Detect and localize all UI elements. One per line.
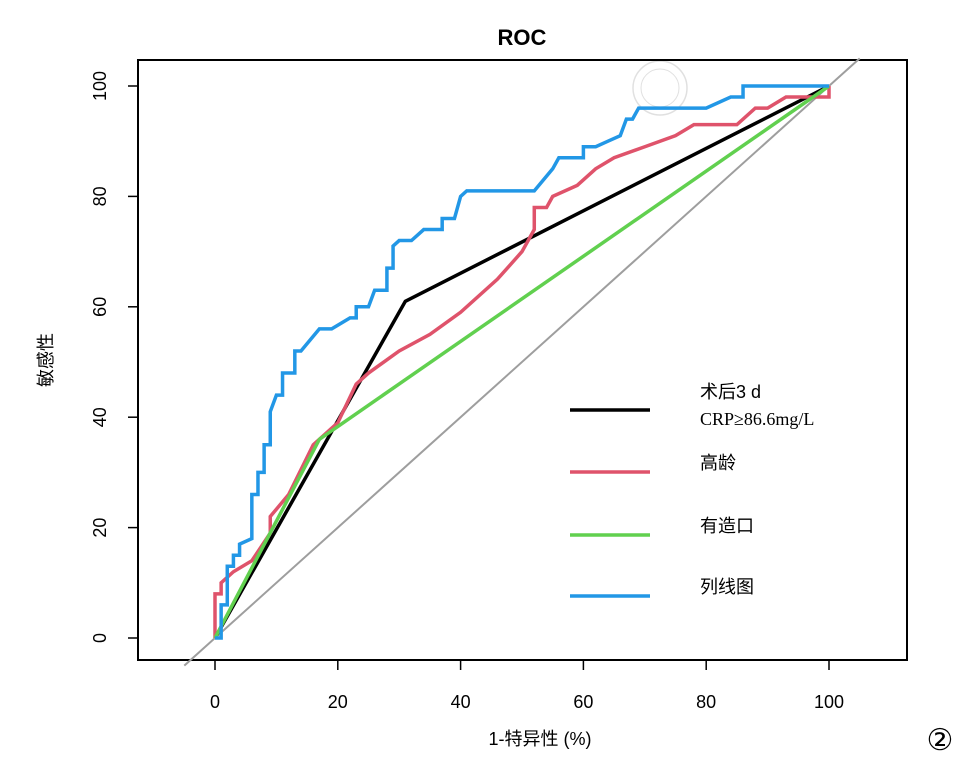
y-tick-label: 20 (90, 518, 110, 538)
x-tick-label: 60 (573, 692, 593, 712)
x-tick-label: 20 (328, 692, 348, 712)
reference-diagonal-line (183, 57, 861, 667)
legend-label: 有造口 (700, 516, 754, 536)
y-tick-label: 40 (90, 407, 110, 427)
legend-label: 高龄 (700, 453, 736, 473)
x-tick-label: 100 (814, 692, 844, 712)
x-tick-label: 0 (210, 692, 220, 712)
roc-curve-2 (213, 84, 830, 639)
x-tick-label: 80 (696, 692, 716, 712)
roc-curve-3 (215, 84, 829, 640)
legend-label: 列线图 (700, 577, 754, 597)
watermark-seal-inner-icon (640, 68, 680, 108)
y-tick-label: 100 (90, 71, 110, 101)
y-axis-label: 敏感性 (36, 333, 56, 387)
y-tick-label: 0 (90, 633, 110, 643)
x-tick-label: 40 (451, 692, 471, 712)
legend-label-line2: CRP≥86.6mg/L (700, 409, 814, 429)
figure-label: ② (927, 724, 954, 757)
roc-curve-0 (213, 84, 830, 639)
x-axis-label: 1-特异性 (%) (489, 729, 592, 749)
legend-label: 术后3 d (700, 382, 761, 402)
chart-title: ROC (498, 25, 547, 50)
y-tick-label: 60 (90, 297, 110, 317)
y-tick-label: 80 (90, 186, 110, 206)
